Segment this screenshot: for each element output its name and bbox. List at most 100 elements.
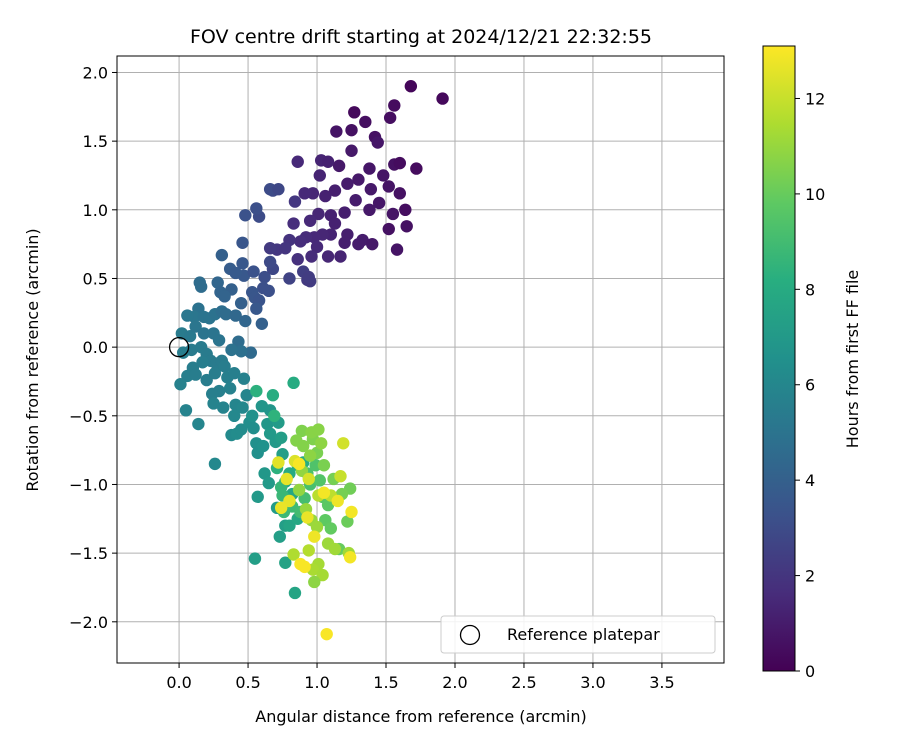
data-point <box>194 280 208 293</box>
data-point <box>274 501 288 515</box>
data-point <box>251 490 264 504</box>
data-point <box>234 345 248 358</box>
data-point <box>298 187 311 200</box>
y-axis: −2.0 −1.5 −1.0 −0.5 0.0 0.5 1.0 1.5 2.0 <box>69 63 117 632</box>
data-point <box>341 515 354 528</box>
x-tick-label: 2.5 <box>511 673 536 692</box>
data-point <box>263 255 277 269</box>
data-point <box>218 360 231 373</box>
data-point <box>248 552 262 565</box>
data-point <box>294 235 307 248</box>
data-point <box>359 115 372 129</box>
x-tick-label: 3.5 <box>649 673 674 692</box>
data-point <box>305 250 318 263</box>
data-point <box>313 169 326 182</box>
data-point <box>297 439 310 453</box>
data-point <box>245 409 259 423</box>
data-point <box>197 327 211 340</box>
data-point <box>229 309 242 322</box>
data-point <box>334 470 347 483</box>
chart-title: FOV centre drift starting at 2024/12/21 … <box>190 26 652 48</box>
data-point <box>410 162 423 175</box>
data-point <box>205 387 219 401</box>
y-tick-label: −1.0 <box>69 475 108 494</box>
data-point <box>208 457 222 471</box>
data-point <box>310 240 324 254</box>
x-axis-label: Angular distance from reference (arcmin) <box>255 707 586 726</box>
data-point <box>192 417 205 431</box>
data-point <box>292 483 306 497</box>
data-point <box>236 257 249 270</box>
data-point <box>262 284 275 298</box>
data-point <box>196 356 209 369</box>
y-tick-label: −1.5 <box>69 544 108 563</box>
data-point <box>317 486 331 499</box>
data-point <box>321 155 335 168</box>
data-point <box>303 449 317 462</box>
data-point <box>366 237 379 251</box>
data-point <box>382 222 395 236</box>
data-point <box>317 459 331 472</box>
data-point <box>386 207 400 221</box>
data-point <box>328 217 342 230</box>
data-point <box>382 180 395 193</box>
legend-box <box>440 615 716 654</box>
data-point <box>279 242 292 255</box>
data-point <box>287 217 300 230</box>
data-point <box>236 401 249 414</box>
data-point <box>239 314 252 328</box>
y-tick-label: 0.0 <box>83 338 108 357</box>
data-point <box>292 457 306 471</box>
y-axis-label: Rotation from reference (arcmin) <box>23 228 42 491</box>
data-point <box>390 243 404 256</box>
data-point <box>208 367 222 380</box>
data-points <box>174 80 449 641</box>
data-point <box>228 367 241 380</box>
data-point <box>250 302 263 315</box>
data-point <box>283 272 296 285</box>
data-point <box>250 384 263 398</box>
legend-label-reference-platepar: Reference platepar <box>507 625 660 644</box>
data-point <box>250 202 263 215</box>
data-point <box>308 530 321 543</box>
data-point <box>331 494 344 508</box>
data-point <box>399 203 412 217</box>
x-tick-label: 0.5 <box>235 673 260 692</box>
data-point <box>314 437 328 450</box>
data-point <box>262 476 275 490</box>
data-point <box>352 237 365 251</box>
data-point <box>319 189 332 203</box>
colorbar-tick-label: 6 <box>805 376 815 395</box>
legend-open-circle-marker <box>459 624 481 646</box>
data-point <box>308 575 321 589</box>
data-point <box>223 382 237 395</box>
data-point <box>234 423 248 436</box>
data-point <box>272 456 285 469</box>
data-point <box>266 389 280 402</box>
data-point <box>268 409 281 423</box>
data-point <box>258 467 271 480</box>
data-point <box>239 209 252 222</box>
data-point <box>272 183 285 196</box>
data-point <box>237 372 251 385</box>
colorbar-tick-label: 12 <box>805 89 825 108</box>
data-point <box>218 290 231 303</box>
data-point <box>345 144 358 157</box>
data-point <box>400 220 413 233</box>
data-point <box>232 335 245 348</box>
data-point <box>274 431 288 444</box>
data-point <box>219 307 233 321</box>
y-tick-label: −0.5 <box>69 407 108 426</box>
colorbar-tick-label: 8 <box>805 280 815 299</box>
y-tick-label: 1.0 <box>83 201 108 220</box>
data-point <box>255 317 269 330</box>
data-point <box>244 346 258 359</box>
data-point <box>283 494 296 508</box>
y-tick-label: 1.5 <box>83 132 108 151</box>
data-point <box>273 530 286 543</box>
data-point <box>288 586 302 600</box>
data-point <box>280 472 293 486</box>
data-point <box>303 214 317 227</box>
colorbar <box>762 45 796 672</box>
data-point <box>181 309 194 322</box>
